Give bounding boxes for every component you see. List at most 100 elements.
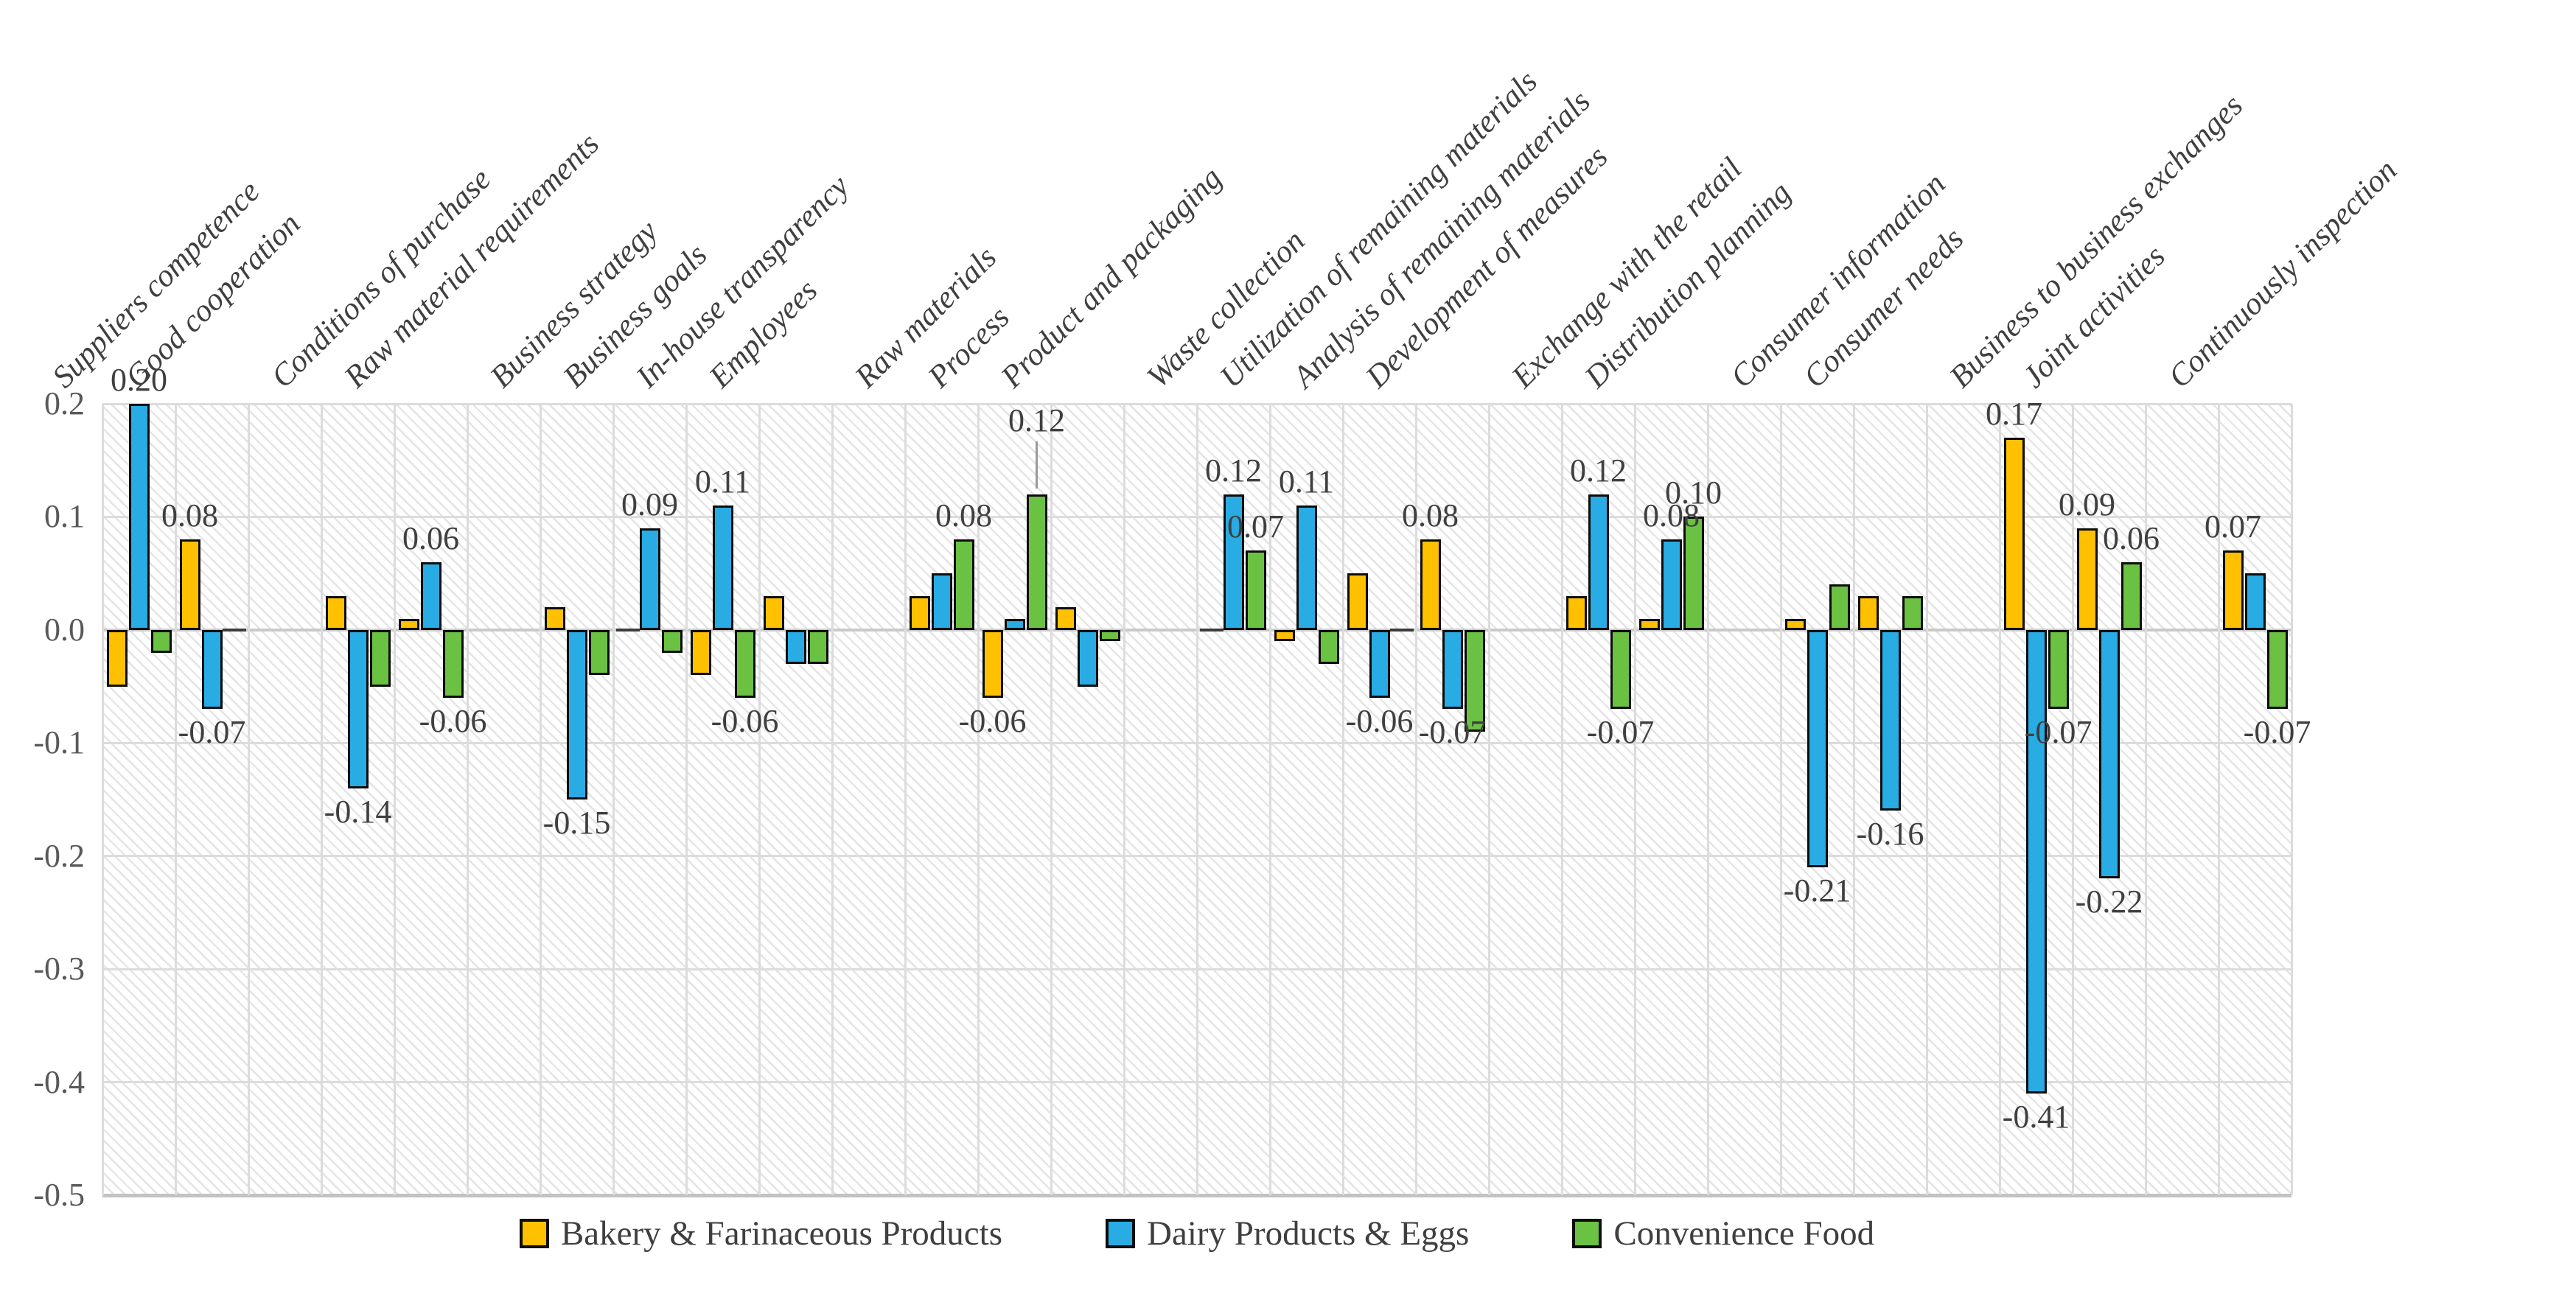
bar-bakery-farinaceous-products	[179, 539, 200, 630]
value-label: 0.09	[2059, 486, 2115, 522]
gridline-vertical	[2144, 404, 2147, 1195]
category-label-continuously-inspection: Continuously inspection	[2161, 153, 2404, 395]
gridline-vertical	[2217, 404, 2220, 1195]
legend-item-convenience-food: Convenience Food	[1572, 1211, 1874, 1256]
bar-bakery-farinaceous-products	[325, 595, 346, 630]
gridline-horizontal	[102, 1193, 2291, 1197]
legend-color-chip-convenience-food	[1572, 1219, 1602, 1248]
value-label: -0.14	[324, 793, 392, 830]
bar-bakery-farinaceous-products	[2222, 550, 2244, 630]
gridline-vertical	[685, 404, 688, 1195]
label-leader-line	[1036, 441, 1038, 489]
bar-bakery-farinaceous-products	[1784, 618, 1806, 630]
bar-convenience-food	[369, 629, 391, 687]
bar-convenience-food	[2121, 561, 2142, 630]
bar-convenience-food	[1829, 584, 1850, 630]
gridline-vertical	[101, 404, 104, 1195]
value-label: 0.07	[2205, 508, 2261, 545]
bar-convenience-food	[442, 629, 464, 698]
bar-dairy-products-eggs	[201, 629, 223, 710]
value-label: -0.07	[2243, 714, 2311, 751]
legend-color-chip-dairy-products-eggs	[1106, 1219, 1136, 1248]
gridline-vertical	[1560, 404, 1563, 1195]
value-label: -0.06	[958, 702, 1027, 739]
y-axis-tick-label: -0.5	[33, 1177, 85, 1213]
gridline-vertical	[320, 404, 323, 1195]
gridline-vertical	[539, 404, 542, 1195]
value-label: -0.22	[2075, 884, 2143, 920]
gridline-vertical	[904, 404, 907, 1195]
bar-bakery-farinaceous-products	[544, 607, 565, 630]
value-label: 0.11	[1278, 463, 1335, 500]
bar-bakery-farinaceous-products	[2076, 528, 2098, 630]
gridline-vertical	[831, 404, 834, 1195]
value-label: 0.07	[1227, 508, 1284, 545]
value-label: -0.06	[419, 702, 487, 739]
bar-bakery-farinaceous-products	[1347, 573, 1368, 630]
legend-label: Convenience Food	[1613, 1214, 1875, 1253]
bar-dairy-products-eggs	[639, 528, 660, 630]
bar-convenience-food	[953, 539, 974, 630]
gridline-vertical	[1487, 404, 1490, 1195]
gridline-vertical	[1706, 404, 1709, 1195]
value-label: -0.06	[711, 702, 779, 739]
bar-dairy-products-eggs	[712, 505, 733, 630]
bar-convenience-food	[2266, 629, 2288, 710]
bar-convenience-food	[1610, 629, 1631, 710]
value-label: 0.12	[1008, 402, 1065, 438]
bar-bakery-farinaceous-products	[1055, 607, 1076, 630]
value-label: 0.08	[1643, 497, 1700, 534]
bar-convenience-food	[1099, 629, 1120, 642]
bar-dairy-products-eggs	[1296, 505, 1317, 630]
value-label: 0.08	[161, 497, 218, 534]
y-axis-tick-label: -0.3	[33, 951, 85, 987]
bar-bakery-farinaceous-products	[909, 595, 930, 630]
value-label: 0.08	[935, 497, 992, 534]
legend: Bakery & Farinaceous Products Dairy Produ…	[102, 1210, 2291, 1257]
value-label: -0.15	[542, 805, 611, 841]
bar-convenience-food	[2048, 629, 2069, 710]
value-label: 0.12	[1205, 452, 1262, 489]
value-label: 0.20	[111, 362, 167, 398]
bar-dairy-products-eggs	[347, 629, 369, 788]
bar-dairy-products-eggs	[1807, 629, 1828, 868]
value-label: -0.07	[178, 714, 246, 751]
value-label: 0.06	[402, 519, 459, 556]
gridline-vertical	[174, 404, 177, 1195]
gridline-vertical	[977, 404, 980, 1195]
bar-dairy-products-eggs	[2098, 629, 2120, 879]
bar-bakery-farinaceous-products-zero	[615, 628, 640, 631]
y-axis-tick-label: -0.2	[33, 837, 85, 874]
value-label: -0.16	[1856, 816, 1924, 853]
bar-dairy-products-eggs	[128, 404, 150, 630]
bar-bakery-farinaceous-products	[1566, 595, 1587, 630]
bar-bakery-farinaceous-products	[763, 595, 784, 630]
bar-bakery-farinaceous-products-zero	[1199, 628, 1224, 631]
bar-bakery-farinaceous-products	[690, 629, 711, 676]
value-label: 0.11	[694, 463, 751, 500]
gridline-vertical	[612, 404, 615, 1195]
legend-item-bakery-farinaceous-products: Bakery & Farinaceous Products	[519, 1211, 1003, 1256]
bar-dairy-products-eggs	[1223, 494, 1244, 630]
gridline-vertical	[1779, 404, 1782, 1195]
bar-dairy-products-eggs	[1077, 629, 1098, 687]
gridline-vertical	[2290, 404, 2293, 1195]
bar-bakery-farinaceous-products	[1857, 595, 1879, 630]
bar-dairy-products-eggs	[420, 561, 441, 630]
legend-label: Dairy Products & Eggs	[1147, 1214, 1470, 1253]
value-label: -0.07	[1586, 714, 1655, 751]
bar-dairy-products-eggs	[1661, 539, 1682, 630]
value-label: -0.07	[1418, 714, 1487, 751]
gridline-vertical	[2071, 404, 2074, 1195]
value-label: 0.08	[1402, 497, 1459, 534]
bar-convenience-food	[1245, 550, 1266, 630]
bar-dairy-products-eggs	[1879, 629, 1901, 811]
gridline-vertical	[1123, 404, 1125, 1195]
gridline-vertical	[466, 404, 469, 1195]
gridline-vertical	[1414, 404, 1417, 1195]
bar-convenience-food	[807, 629, 828, 664]
value-label: 0.06	[2103, 519, 2160, 556]
y-axis-tick-label: -0.1	[33, 724, 85, 761]
legend-label: Bakery & Farinaceous Products	[560, 1214, 1003, 1253]
